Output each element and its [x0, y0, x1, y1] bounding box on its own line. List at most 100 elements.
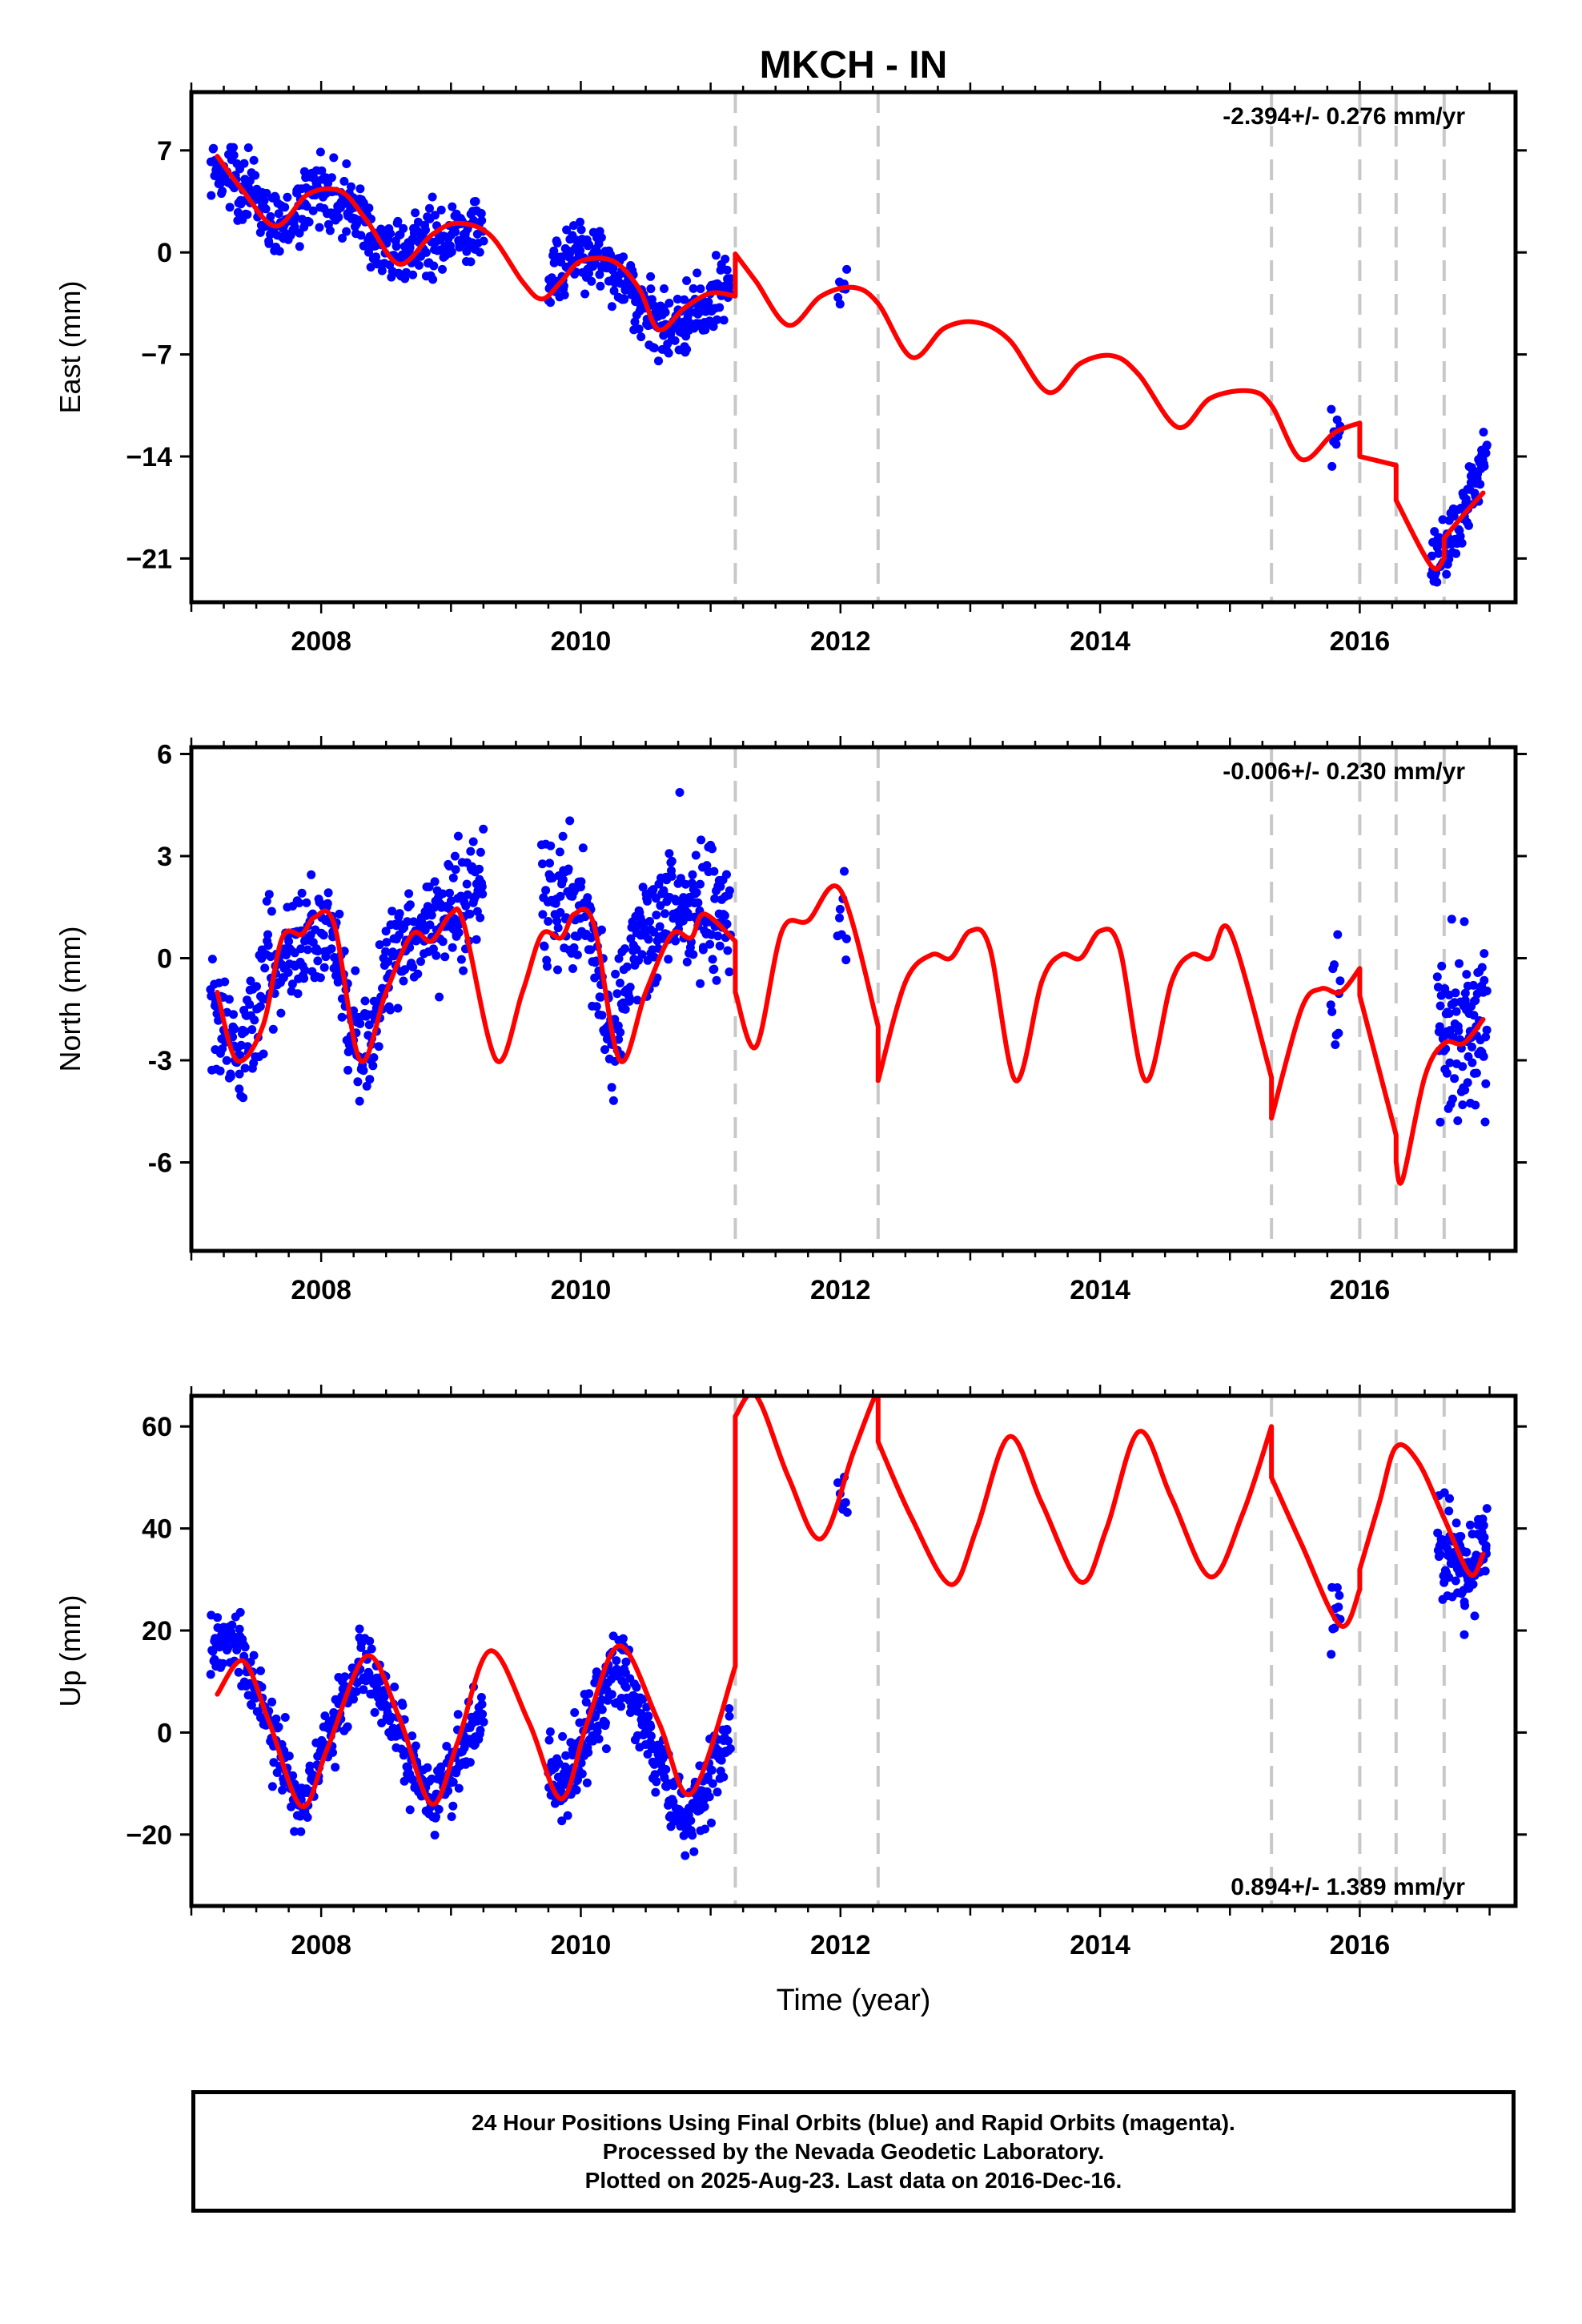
east-data-point: [302, 202, 311, 211]
north-data-point: [1435, 1022, 1444, 1031]
north-data-point: [648, 885, 658, 895]
north-data-point: [1440, 984, 1450, 993]
east-data-point: [391, 242, 401, 251]
north-data-point: [229, 1010, 238, 1019]
north-data-point: [597, 925, 606, 935]
north-data-point: [260, 963, 270, 973]
up-data-point: [1327, 1650, 1336, 1659]
north-data-point: [252, 982, 261, 991]
north-data-point: [568, 964, 577, 973]
north-data-point: [1432, 972, 1442, 982]
east-data-point: [290, 223, 299, 232]
east-data-point: [587, 276, 596, 286]
up-data-point: [618, 1634, 628, 1643]
north-data-point: [475, 864, 484, 874]
east-data-point: [249, 155, 259, 165]
east-data-point: [609, 286, 619, 296]
north-data-point: [381, 927, 391, 936]
north-ytick-label: 3: [157, 842, 172, 872]
north-data-point: [284, 937, 294, 946]
north-data-point: [235, 1051, 245, 1060]
north-data-point: [382, 938, 391, 947]
north-data-point: [459, 966, 468, 975]
north-data-point: [393, 1003, 403, 1013]
north-data-point: [423, 902, 432, 911]
east-ytick-label: 7: [157, 136, 172, 167]
north-data-point: [355, 1096, 364, 1106]
up-data-point: [1334, 1602, 1343, 1612]
north-data-point: [413, 969, 423, 979]
north-data-point: [616, 979, 624, 987]
east-data-point: [1457, 538, 1467, 548]
up-data-point: [390, 1683, 400, 1691]
up-data-point: [632, 1683, 641, 1692]
north-data-point: [466, 846, 476, 856]
north-data-point: [220, 977, 230, 987]
north-data-point: [1472, 1068, 1481, 1078]
up-model-line: [733, 1396, 881, 1542]
up-data-point: [365, 1636, 375, 1646]
north-data-point: [440, 952, 450, 962]
up-model-line: [1357, 1442, 1486, 1578]
north-data-point: [1480, 975, 1489, 985]
up-data-point: [1443, 1544, 1452, 1554]
north-data-point: [235, 1084, 244, 1094]
up-data-point: [1460, 1601, 1470, 1610]
north-data-point: [652, 911, 661, 920]
north-data-point: [698, 943, 708, 952]
north-data-point: [637, 950, 647, 959]
up-data-point: [568, 1751, 577, 1760]
up-data-point: [572, 1785, 581, 1795]
north-data-point: [230, 1024, 239, 1034]
east-data-point: [842, 264, 852, 274]
up-data-point: [331, 1763, 340, 1772]
north-plot-area: [191, 747, 1516, 1251]
north-data-point: [303, 945, 312, 955]
east-data-point: [243, 210, 252, 219]
north-data-point: [435, 992, 444, 1002]
up-data-point: [213, 1613, 223, 1622]
east-data-point: [654, 356, 663, 366]
east-data-point: [560, 290, 569, 300]
north-data-point: [465, 909, 475, 919]
east-data-point: [229, 151, 239, 160]
north-data-point: [624, 993, 634, 1003]
north-model-line: [1393, 1017, 1486, 1186]
east-data-point: [546, 298, 555, 308]
up-data-point: [545, 1727, 555, 1736]
up-data-point: [1478, 1514, 1488, 1524]
north-data-point: [538, 859, 547, 869]
east-data-point: [596, 233, 606, 243]
north-data-point: [276, 1008, 286, 1018]
east-data-point: [682, 276, 692, 285]
up-data-point: [1465, 1520, 1475, 1530]
up-data-point: [340, 1672, 350, 1682]
north-data-point: [1334, 1028, 1343, 1038]
north-data-point: [682, 957, 692, 967]
up-data-point: [359, 1685, 368, 1695]
east-data-point: [649, 344, 659, 352]
north-data-point: [1333, 930, 1343, 939]
north-ytick-label: -6: [148, 1148, 172, 1179]
up-ytick-label: 20: [142, 1616, 172, 1647]
up-data-point: [638, 1695, 648, 1704]
east-data-point: [1432, 577, 1442, 587]
east-data-point: [342, 159, 351, 168]
north-data-point: [463, 890, 472, 899]
east-data-point: [634, 324, 644, 334]
north-data-point: [540, 942, 549, 951]
north-data-point: [405, 900, 415, 910]
north-data-point: [710, 894, 720, 903]
up-data-point: [442, 1742, 452, 1751]
up-data-point: [405, 1805, 415, 1815]
up-data-point: [320, 1711, 330, 1721]
east-data-point: [425, 203, 434, 213]
east-data-point: [429, 261, 439, 271]
up-data-point: [343, 1722, 352, 1731]
north-data-point: [454, 928, 464, 938]
north-model-line: [215, 906, 738, 1064]
north-data-point: [1460, 917, 1469, 927]
east-data-point: [304, 217, 314, 227]
north-data-point: [712, 975, 721, 985]
north-data-point: [693, 898, 703, 907]
